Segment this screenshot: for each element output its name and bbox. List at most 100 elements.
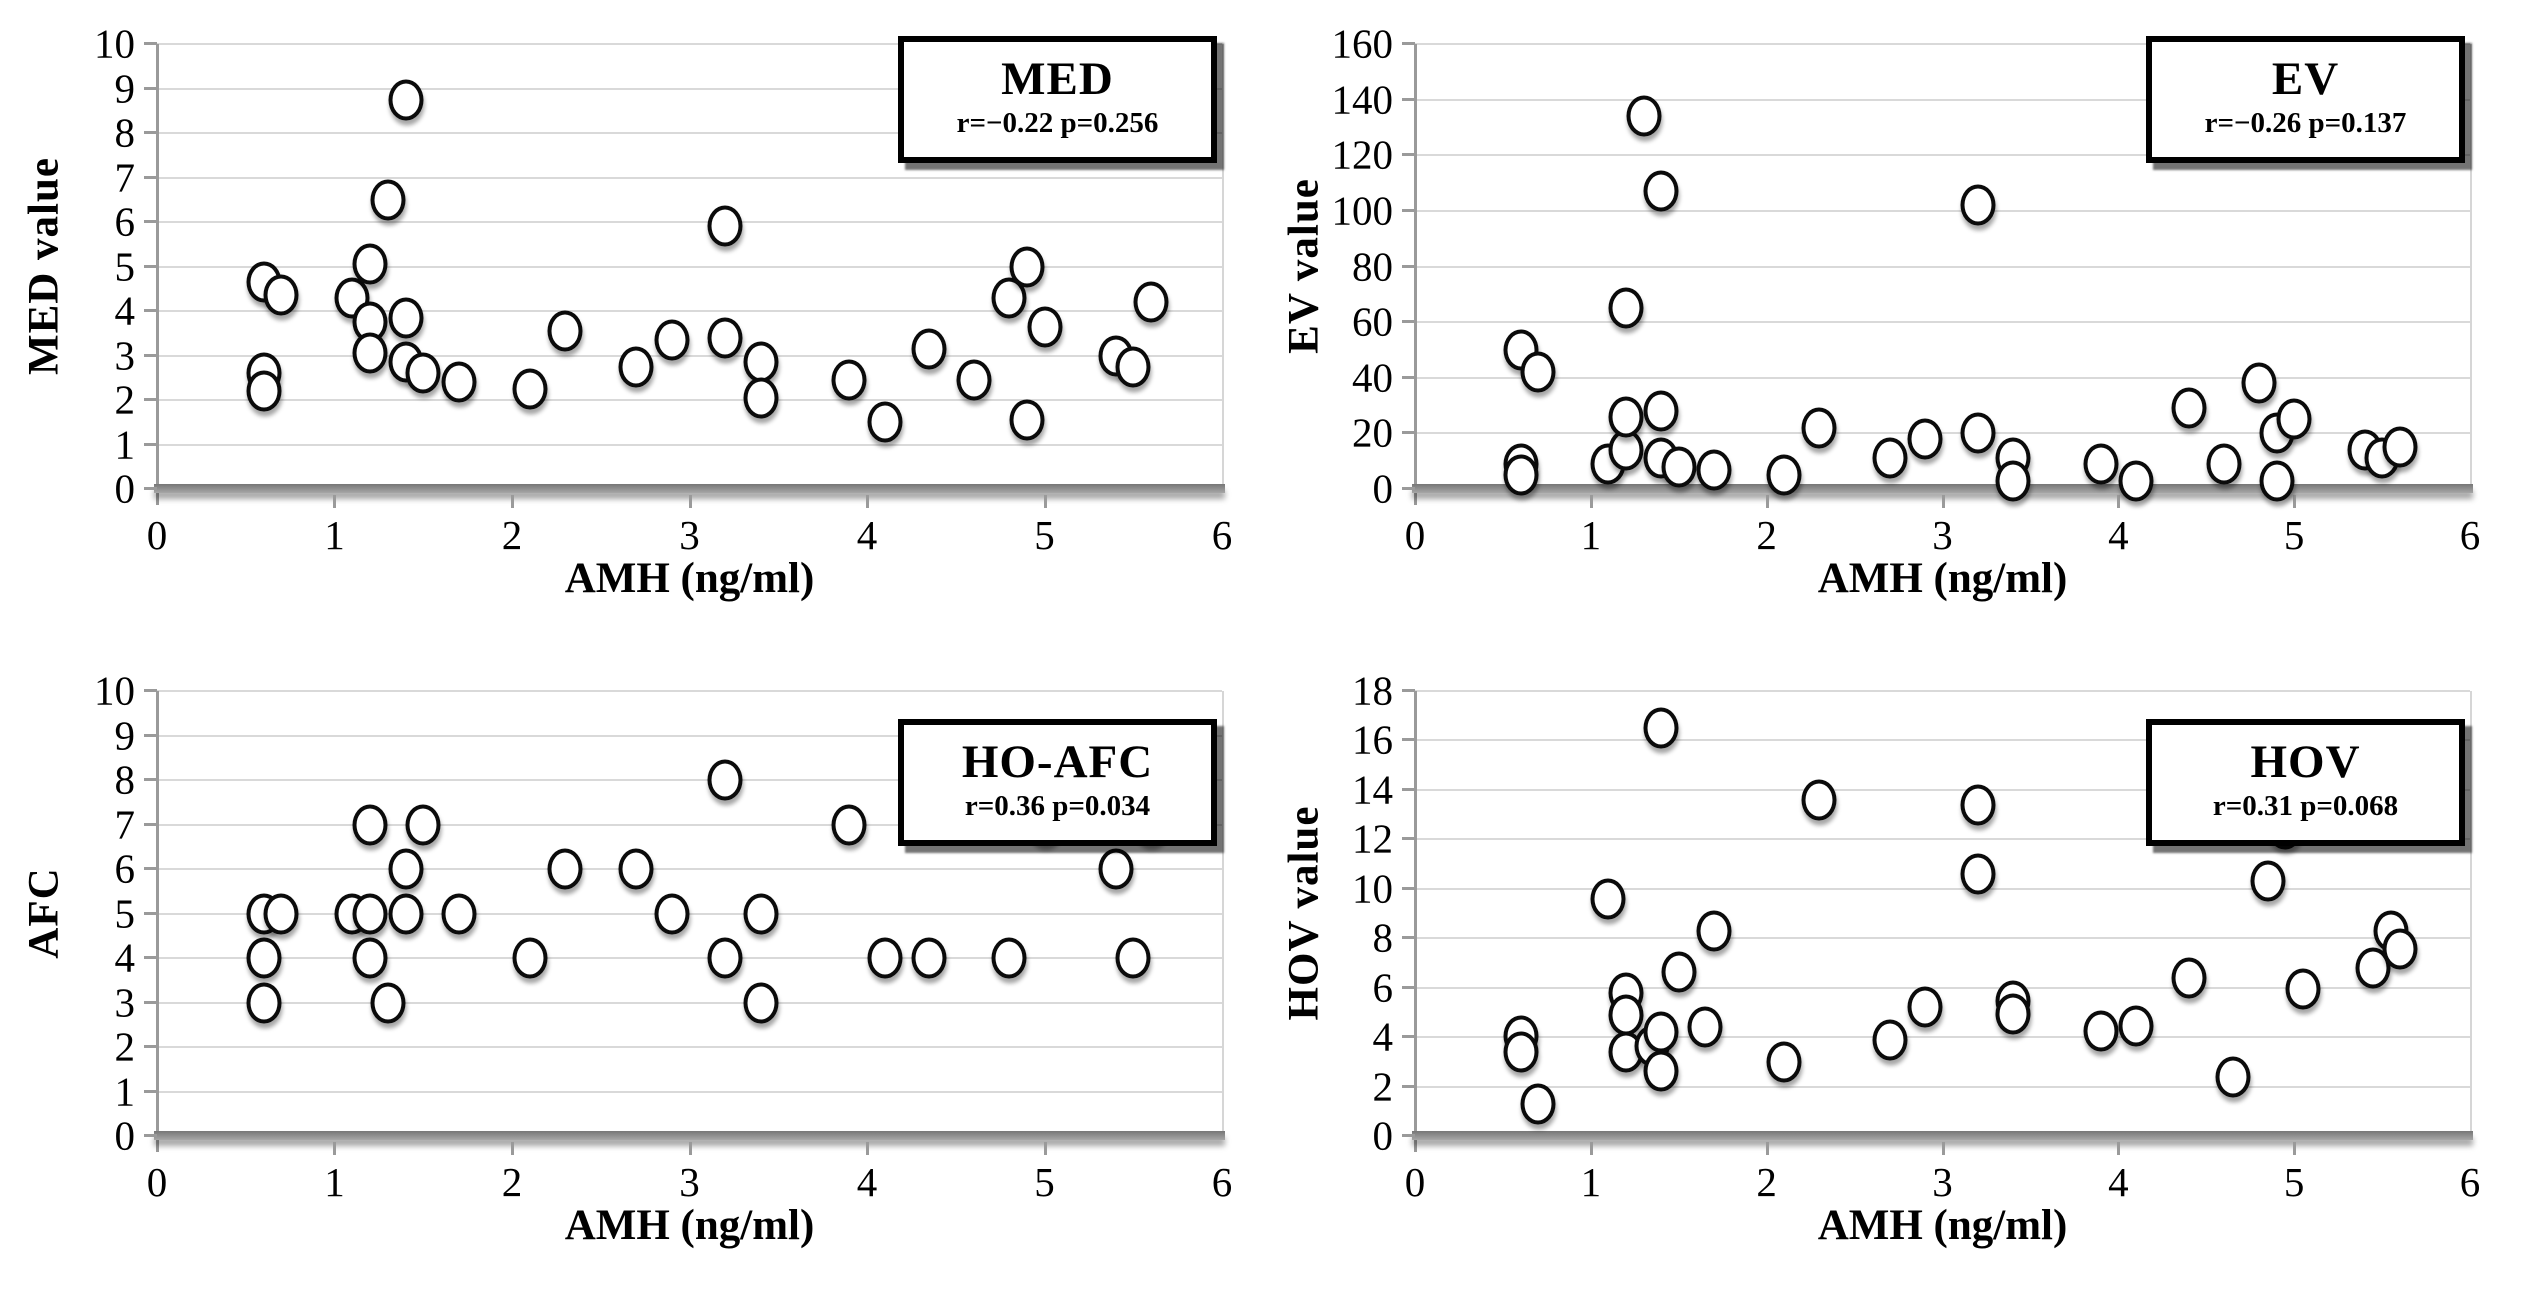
data-point [388, 893, 423, 934]
data-point [352, 243, 388, 285]
x-tick-label: 2 [1756, 512, 1777, 558]
data-point [707, 937, 743, 979]
y-tick-label: 120 [1331, 131, 1394, 178]
data-point [743, 377, 778, 419]
y-tick-label: 10 [94, 20, 135, 67]
y-axis-line [1414, 691, 1417, 1152]
data-point [1801, 407, 1837, 449]
y-tick-mark [144, 42, 157, 45]
x-tick-label: 2 [1756, 1159, 1777, 1205]
data-point [370, 982, 406, 1023]
data-point [352, 332, 388, 374]
gridline [1415, 788, 2470, 791]
y-tick-mark [1402, 1035, 1415, 1039]
x-tick-label: 0 [1404, 1159, 1426, 1205]
y-tick-mark [1402, 886, 1415, 890]
data-point [547, 848, 583, 890]
data-point [1907, 986, 1943, 1028]
x-tick-label: 3 [1932, 512, 1953, 558]
x-tick-label: 4 [2108, 512, 2129, 558]
x-tick-mark [2293, 495, 2297, 508]
data-point [2083, 443, 2119, 485]
x-tick-label: 0 [1404, 512, 1426, 558]
x-tick-mark [2293, 1142, 2297, 1155]
y-tick-mark [144, 264, 157, 268]
data-point [2083, 1010, 2119, 1052]
x-axis-line [154, 1131, 1225, 1140]
x-tick-label: 2 [501, 512, 523, 558]
legend-box-ev: EV r=−0.26 p=0.137 [2146, 36, 2465, 163]
gridline [157, 399, 1222, 401]
x-tick-label: 3 [1932, 1159, 1953, 1205]
y-tick-mark [144, 131, 157, 134]
data-point [2118, 460, 2154, 502]
x-tick-mark [333, 495, 337, 508]
y-tick-label: 20 [1352, 409, 1393, 456]
data-point [654, 893, 690, 934]
y-tick-mark [1402, 320, 1415, 324]
data-point [1643, 390, 1679, 432]
data-point [1503, 1031, 1538, 1073]
x-tick-label: 0 [146, 1159, 168, 1205]
data-point [618, 346, 654, 388]
y-tick-label: 7 [114, 154, 136, 200]
y-tick-mark [1402, 936, 1415, 940]
data-point [831, 359, 867, 401]
gridline [157, 957, 1222, 959]
y-tick-label: 0 [1372, 1112, 1394, 1159]
y-tick-mark [144, 778, 157, 781]
data-point [2259, 460, 2295, 502]
y-axis-line [156, 44, 159, 505]
y-tick-label: 0 [114, 465, 136, 512]
data-point [246, 937, 281, 979]
y-tick-mark [144, 487, 157, 490]
data-point [1872, 437, 1908, 479]
gridline [157, 1090, 1222, 1093]
data-point [405, 804, 441, 845]
data-point [246, 982, 281, 1023]
data-point [2382, 928, 2418, 970]
x-tick-mark [510, 1142, 514, 1155]
data-point [2206, 443, 2242, 485]
gridline [1415, 887, 2470, 890]
x-tick-mark [688, 495, 692, 508]
x-tick-mark [2117, 1142, 2121, 1155]
data-point [405, 352, 441, 394]
data-point [707, 759, 743, 801]
y-tick-label: 6 [114, 198, 136, 245]
y-tick-label: 16 [1352, 716, 1393, 763]
y-tick-mark [1402, 208, 1415, 212]
y-tick-label: 10 [94, 667, 135, 714]
data-point [654, 319, 690, 361]
y-tick-label: 5 [114, 243, 136, 289]
y-tick-mark [144, 309, 157, 312]
y-tick-label: 3 [114, 332, 136, 378]
y-tick-label: 80 [1352, 243, 1393, 289]
x-tick-label: 4 [2108, 1159, 2129, 1205]
data-point [512, 937, 548, 979]
gridline [157, 823, 1222, 826]
x-axis-title: AMH (ng/ml) [564, 1202, 815, 1249]
data-point [512, 368, 548, 410]
y-tick-mark [144, 911, 157, 915]
legend-box-med: MED r=−0.22 p=0.256 [898, 36, 1217, 163]
y-tick-mark [1402, 487, 1415, 490]
x-tick-mark [510, 495, 514, 508]
gridline [1415, 376, 2470, 379]
gridline [157, 1001, 1222, 1004]
x-tick-mark [688, 1142, 692, 1155]
y-tick-mark [144, 1000, 157, 1004]
gridline [1415, 739, 2470, 742]
x-tick-mark [1941, 495, 1945, 508]
gridline [157, 221, 1222, 223]
data-point [2118, 1005, 2154, 1047]
x-tick-label: 6 [2459, 1159, 2481, 1205]
x-axis-line [1412, 1131, 2473, 1140]
y-tick-label: 2 [1372, 1063, 1394, 1110]
y-tick-label: 9 [114, 712, 136, 758]
y-tick-mark [1402, 985, 1415, 989]
y-tick-mark [144, 86, 157, 90]
data-point [263, 893, 299, 934]
y-tick-mark [1402, 689, 1415, 692]
gridline [1415, 690, 2470, 692]
